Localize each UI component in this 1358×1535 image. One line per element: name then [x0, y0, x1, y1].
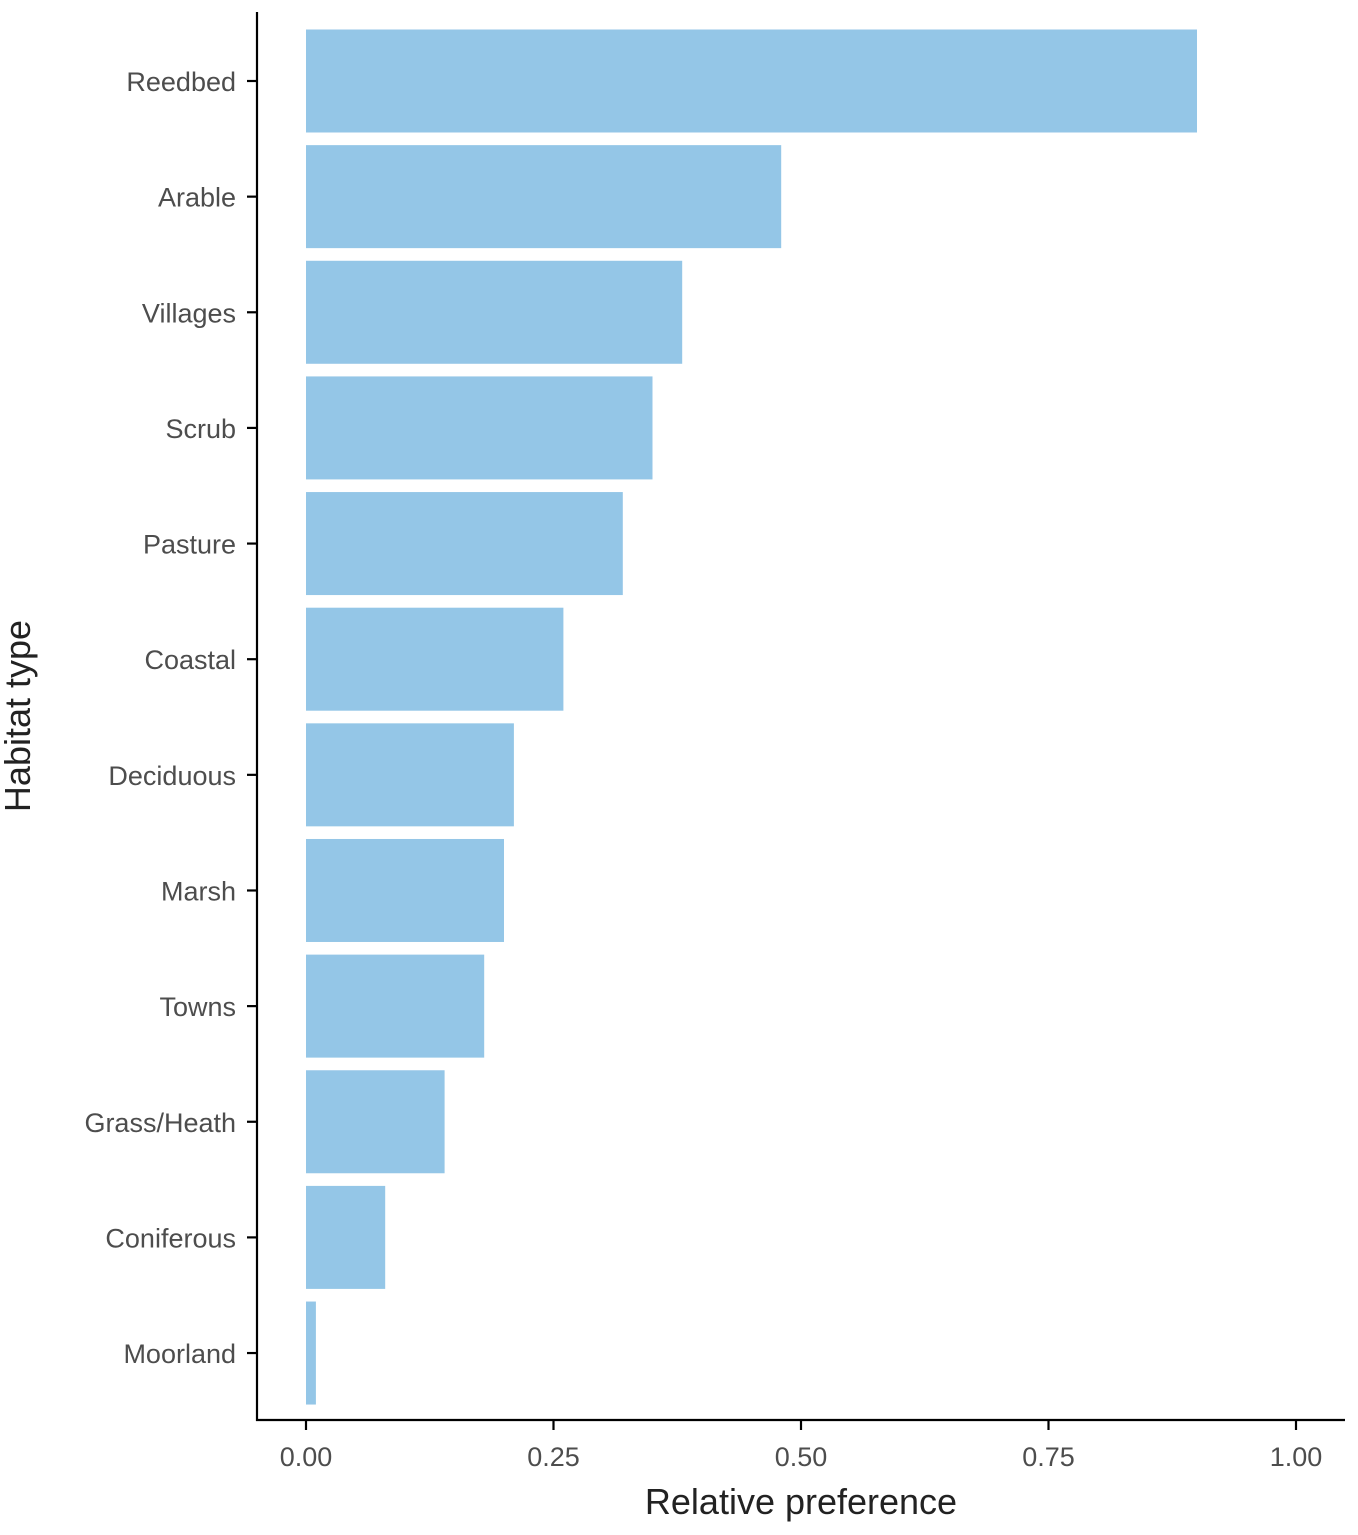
bar-coastal — [306, 607, 564, 711]
x-tick-label: 1.00 — [1270, 1442, 1323, 1472]
y-tick-label-towns: Towns — [159, 992, 236, 1022]
y-tick-label-coastal: Coastal — [144, 645, 236, 675]
y-tick-label-pasture: Pasture — [143, 530, 236, 560]
y-tick-label-grass-heath: Grass/Heath — [84, 1108, 236, 1138]
y-tick-label-moorland: Moorland — [123, 1339, 236, 1369]
bar-moorland — [306, 1301, 316, 1405]
y-axis-title: Habitat type — [0, 620, 38, 812]
bar-villages — [306, 260, 683, 364]
bar-arable — [306, 145, 782, 249]
y-tick-label-deciduous: Deciduous — [108, 761, 236, 791]
bar-reedbed — [306, 29, 1197, 133]
x-axis-title: Relative preference — [645, 1481, 957, 1522]
y-tick-label-reedbed: Reedbed — [126, 67, 236, 97]
bar-towns — [306, 954, 485, 1058]
x-tick-label: 0.25 — [527, 1442, 580, 1472]
bar-coniferous — [306, 1185, 386, 1289]
bar-grass-heath — [306, 1070, 445, 1174]
y-tick-label-arable: Arable — [158, 183, 236, 213]
bar-deciduous — [306, 723, 514, 827]
bar-marsh — [306, 838, 504, 942]
bar-pasture — [306, 492, 623, 596]
x-tick-label: 0.00 — [280, 1442, 333, 1472]
bar-scrub — [306, 376, 653, 480]
x-tick-label: 0.50 — [775, 1442, 828, 1472]
y-tick-label-coniferous: Coniferous — [105, 1223, 236, 1253]
y-tick-label-scrub: Scrub — [165, 414, 236, 444]
y-tick-label-marsh: Marsh — [161, 876, 236, 906]
y-tick-label-villages: Villages — [142, 298, 236, 328]
x-tick-label: 0.75 — [1022, 1442, 1075, 1472]
